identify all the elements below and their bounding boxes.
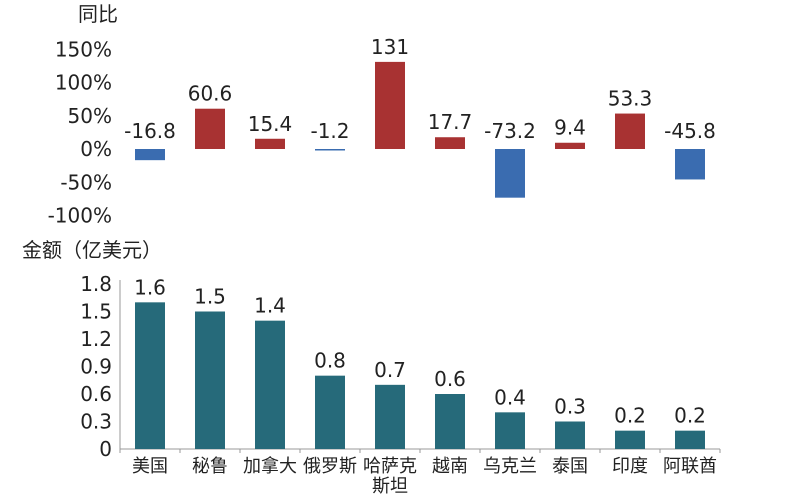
amount-data-label: 0.2 — [614, 404, 646, 428]
amount-tick-label: 0.9 — [80, 355, 112, 379]
category-label: 秘鲁 — [192, 456, 228, 477]
amount-data-label: 0.8 — [314, 349, 346, 373]
category-label: 乌克兰 — [483, 456, 537, 477]
amount-data-label: 0.4 — [494, 385, 526, 409]
yoy-tick-label: 0% — [80, 137, 112, 161]
amount-tick-label: 0 — [99, 437, 112, 461]
yoy-data-label: 17.7 — [428, 110, 473, 134]
yoy-data-label: -73.2 — [484, 119, 536, 143]
yoy-tick-label: 150% — [55, 37, 112, 61]
amount-data-label: 0.6 — [434, 367, 466, 391]
amount-tick-label: 1.2 — [80, 327, 112, 351]
yoy-data-label: 60.6 — [188, 82, 233, 106]
amount-bar — [375, 384, 405, 449]
amount-data-label: 1.5 — [194, 285, 226, 309]
yoy-bar — [135, 149, 165, 161]
category-label: 印度 — [612, 456, 648, 477]
yoy-bar — [435, 137, 465, 149]
amount-data-label: 0.3 — [554, 395, 586, 419]
amount-data-label: 1.6 — [134, 275, 166, 299]
yoy-tick-label: -50% — [60, 170, 112, 194]
yoy-data-label: 15.4 — [248, 112, 293, 136]
yoy-tick-label: 50% — [68, 104, 112, 128]
amount-tick-label: 1.5 — [80, 300, 112, 324]
amount-tick-label: 1.8 — [80, 272, 112, 296]
amount-data-label: 0.2 — [674, 404, 706, 428]
yoy-axis-title: 同比 — [78, 2, 118, 26]
yoy-data-label: 9.4 — [554, 116, 586, 140]
amount-tick-label: 0.6 — [80, 382, 112, 406]
amount-bar — [555, 421, 585, 449]
amount-bar — [435, 394, 465, 449]
category-label: 俄罗斯 — [303, 456, 357, 477]
yoy-data-label: 53.3 — [608, 87, 653, 111]
category-label: 越南 — [432, 456, 468, 477]
yoy-bar — [315, 149, 345, 151]
yoy-data-label: -16.8 — [124, 119, 176, 143]
category-label: 加拿大 — [243, 455, 297, 477]
yoy-bar — [615, 113, 645, 149]
amount-data-label: 1.4 — [254, 294, 286, 318]
category-label: 阿联酋 — [663, 456, 717, 477]
yoy-data-label: -45.8 — [664, 119, 716, 143]
yoy-bar — [495, 149, 525, 198]
yoy-bar — [255, 138, 285, 149]
yoy-data-label: -1.2 — [310, 119, 349, 143]
amount-bar — [315, 375, 345, 449]
amount-bar — [675, 430, 705, 449]
amount-bar — [615, 430, 645, 449]
yoy-data-label: 131 — [371, 35, 409, 59]
amount-bar — [255, 320, 285, 449]
amount-data-label: 0.7 — [374, 358, 406, 382]
amount-bar — [195, 311, 225, 449]
category-label: 哈萨克 — [363, 456, 417, 477]
category-label: 泰国 — [552, 456, 588, 477]
yoy-bar — [195, 108, 225, 149]
amount-axis-title: 金额（亿美元） — [22, 238, 162, 262]
amount-bar — [135, 302, 165, 449]
category-label: 斯坦 — [372, 476, 408, 497]
yoy-tick-label: 100% — [55, 71, 112, 95]
yoy-bar — [375, 61, 405, 150]
amount-bar — [495, 412, 525, 449]
amount-tick-label: 0.3 — [80, 410, 112, 434]
yoy-bar — [555, 142, 585, 149]
category-label: 美国 — [132, 456, 168, 477]
yoy-tick-label: -100% — [48, 204, 112, 228]
yoy-bar — [675, 149, 705, 180]
